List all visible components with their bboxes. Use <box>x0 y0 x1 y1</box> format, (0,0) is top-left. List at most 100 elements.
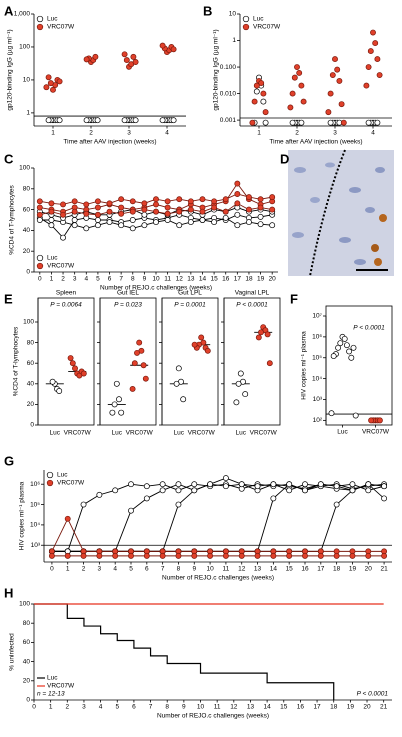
x-axis-title: Number of REJO.c challenges (weeks) <box>157 713 269 720</box>
data-point <box>327 90 334 97</box>
x-tick-label: 2 <box>65 704 69 711</box>
data-point <box>234 200 241 207</box>
data-point <box>328 410 335 417</box>
data-point <box>36 217 43 223</box>
data-point <box>302 487 308 494</box>
data-point <box>204 347 211 354</box>
y-axis-title: %CD4 of T-lymphocytes <box>9 184 16 254</box>
y-axis-title: gp120-binding IgG (µg ml⁻¹) <box>213 29 220 110</box>
data-point <box>121 51 128 58</box>
data-point <box>222 552 229 559</box>
y-tick-label: 0 <box>26 269 30 276</box>
x-tick-label: 3 <box>82 704 86 711</box>
data-point <box>294 64 300 71</box>
data-point <box>349 481 356 488</box>
data-point <box>350 344 357 351</box>
subplot-frame <box>37 297 95 426</box>
data-point <box>370 29 376 36</box>
micrograph <box>288 149 394 277</box>
x-tick-label: 6 <box>132 704 136 711</box>
data-point <box>129 208 136 215</box>
data-point <box>258 329 264 336</box>
data-point <box>327 119 334 126</box>
data-point <box>94 204 101 211</box>
x-tick-label: 4 <box>99 704 103 711</box>
data-point <box>242 391 249 398</box>
data-point <box>260 90 267 97</box>
y-tick-label: 10⁴ <box>30 522 40 529</box>
data-point <box>43 84 50 91</box>
data-point <box>159 42 166 49</box>
data-point <box>48 222 55 229</box>
x-tick-label: 13 <box>247 704 255 711</box>
y-tick-label: 100 <box>23 319 34 326</box>
data-point <box>48 200 55 207</box>
data-point <box>176 208 183 215</box>
data-point <box>374 119 381 126</box>
data-point <box>270 481 277 488</box>
p-value: P < 0.0001 <box>357 691 389 698</box>
data-point <box>141 206 148 213</box>
data-point <box>207 552 214 559</box>
data-point <box>60 211 66 218</box>
data-point <box>199 196 206 203</box>
x-tick-label: 9 <box>182 704 186 711</box>
legend-swatch <box>46 479 54 487</box>
data-point <box>175 365 182 372</box>
data-point <box>254 552 261 559</box>
legend-swatch <box>242 23 250 31</box>
data-point <box>222 208 229 215</box>
data-point <box>60 201 66 208</box>
x-tick-label: 10 <box>206 566 214 573</box>
x-tick-label: 14 <box>270 566 278 573</box>
x-tick-label: 9 <box>192 566 196 573</box>
data-point <box>270 495 277 502</box>
data-point <box>131 360 138 367</box>
legend-label: Luc <box>253 16 264 23</box>
x-tick-label: 5 <box>96 276 100 283</box>
data-point <box>128 552 134 559</box>
data-point <box>92 53 99 60</box>
data-point <box>142 375 149 382</box>
data-point <box>235 380 242 387</box>
subplot-frame <box>161 297 219 426</box>
data-point <box>159 487 166 494</box>
x-tick-label: 2 <box>61 276 65 283</box>
data-point <box>96 552 103 559</box>
x-axis-title: Time after AAV injection (weeks) <box>269 139 362 146</box>
data-point <box>83 201 90 208</box>
data-point <box>341 335 348 342</box>
data-point <box>338 101 345 108</box>
data-point <box>254 483 261 490</box>
data-point <box>234 211 241 218</box>
data-point <box>222 483 229 490</box>
data-point <box>36 211 43 218</box>
y-axis-title: HIV copies ml⁻¹ plasma <box>19 481 26 550</box>
data-point <box>374 56 381 63</box>
y-tick-label: 40 <box>23 227 31 234</box>
data-point <box>153 219 159 226</box>
data-point <box>56 388 63 394</box>
legend-label: VRC07W <box>47 683 75 690</box>
data-point <box>246 206 252 213</box>
data-point <box>376 417 383 424</box>
x-tick-label: VRC07W <box>126 430 154 437</box>
x-tick-label: VRC07W <box>188 430 216 437</box>
x-tick-label: 15 <box>280 704 288 711</box>
y-tick-label: 10⁵ <box>30 501 40 508</box>
x-tick-label: 7 <box>161 566 165 573</box>
data-point <box>173 380 180 387</box>
y-tick-label: 0.010 <box>220 90 237 97</box>
data-point <box>298 119 305 126</box>
data-point <box>258 80 265 86</box>
data-point <box>270 552 277 559</box>
data-point <box>365 119 372 126</box>
x-tick-label: 13 <box>254 566 262 573</box>
x-tick-label: 7 <box>149 704 153 711</box>
data-point <box>118 210 125 217</box>
data-point <box>159 117 166 124</box>
y-tick-label: 40 <box>23 658 31 665</box>
data-point <box>45 117 52 124</box>
y-axis-title: HIV copies ml⁻¹ plasma <box>301 331 308 400</box>
data-point <box>170 117 177 124</box>
